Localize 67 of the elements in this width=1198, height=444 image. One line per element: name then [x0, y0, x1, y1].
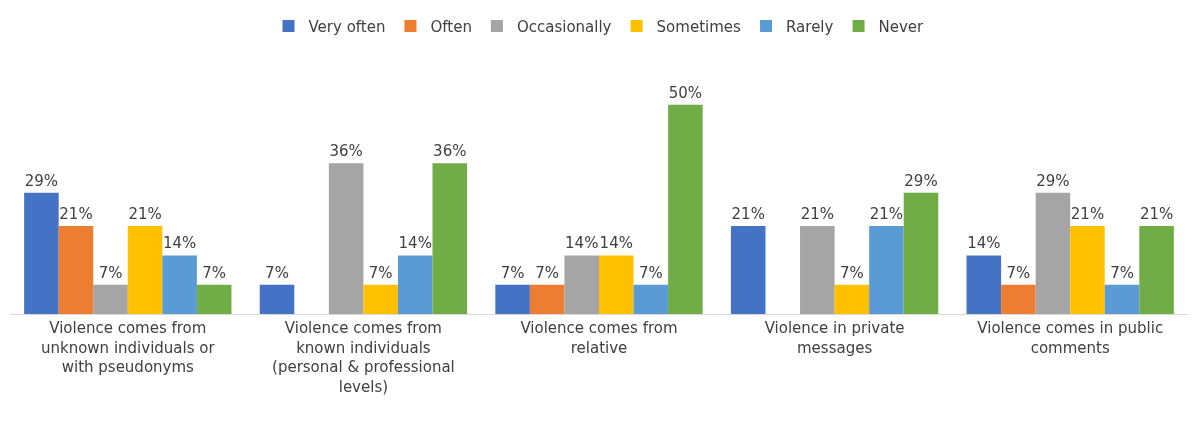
bar [633, 284, 669, 314]
bar [869, 226, 904, 314]
data-label: 7% [500, 263, 525, 282]
legend-label: Sometimes [656, 17, 742, 36]
data-label: 7% [839, 263, 864, 282]
data-label: 7% [1006, 263, 1031, 282]
bar [1104, 284, 1140, 314]
data-label: 21% [869, 205, 904, 224]
data-label: 29% [904, 171, 938, 190]
data-label: 21% [731, 205, 765, 224]
data-label: 21% [1139, 205, 1174, 224]
bar [966, 255, 1002, 314]
legend-label: Occasionally [516, 17, 612, 36]
x-tick-label: Violence comes from known individuals (personal & professional levels) [272, 319, 455, 396]
bar [834, 284, 870, 314]
data-label: 21% [800, 205, 834, 224]
legend-label: Never [878, 17, 925, 36]
bar [800, 226, 835, 314]
x-tick-label: Violence comes in public comments [977, 319, 1164, 357]
bar [1139, 226, 1174, 314]
data-label: 7% [368, 263, 393, 282]
legend-label: Often [430, 17, 472, 36]
bar [24, 192, 59, 314]
bar [730, 226, 766, 314]
bar [564, 255, 599, 314]
bar [93, 284, 128, 314]
bar [903, 192, 939, 314]
data-label: 14% [162, 234, 197, 253]
data-label: 50% [668, 83, 703, 102]
data-label: 21% [1070, 205, 1105, 224]
data-label: 29% [1036, 171, 1070, 190]
bar [495, 284, 530, 314]
bar [1070, 226, 1105, 314]
data-label: 21% [59, 205, 93, 224]
data-label: 7% [265, 263, 289, 282]
bar [432, 163, 468, 314]
bar [599, 255, 634, 314]
bar [162, 255, 197, 314]
bar [668, 104, 703, 314]
bar [363, 284, 398, 314]
bar [529, 284, 565, 314]
legend-label: Very often [308, 17, 386, 36]
data-label: 36% [433, 142, 467, 161]
bar [1001, 284, 1036, 314]
bar [196, 284, 232, 314]
data-label: 14% [599, 234, 633, 253]
data-label: 7% [202, 263, 227, 282]
bar [328, 163, 364, 314]
data-label: 7% [98, 263, 123, 282]
legend-label: Rarely [786, 17, 834, 36]
data-label: 29% [24, 171, 59, 190]
bar [1035, 192, 1071, 314]
bar [58, 226, 94, 314]
bar [397, 255, 433, 314]
data-label: 21% [128, 205, 162, 224]
data-label: 14% [565, 234, 599, 253]
data-label: 36% [329, 142, 363, 161]
data-label: 7% [535, 263, 560, 282]
data-label: 7% [638, 263, 663, 282]
x-tick-label: Violence comes from unknown individuals or with pseudonyms [40, 319, 216, 376]
bar [127, 226, 163, 314]
bar [259, 284, 295, 314]
data-label: 14% [398, 234, 432, 253]
x-tick-label: Violence in private messages [764, 319, 905, 357]
data-label: 14% [967, 234, 1001, 253]
x-tick-label: Violence comes from relative [520, 319, 678, 357]
data-label: 7% [1110, 263, 1134, 282]
